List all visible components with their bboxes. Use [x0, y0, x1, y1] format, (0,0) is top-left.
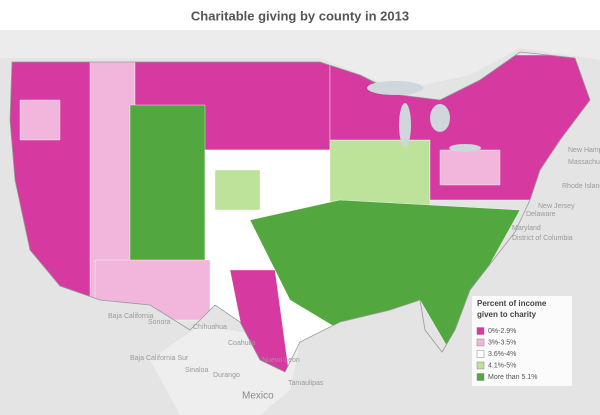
legend-title: given to charity	[477, 310, 537, 319]
legend-swatch	[476, 338, 485, 347]
legend: Percent of income given to charity 0%-2.9%…	[472, 296, 572, 386]
county-region	[129, 104, 206, 263]
place-label: New Jersey	[538, 203, 575, 210]
legend-swatch	[476, 327, 485, 335]
place-label: Tamaulipas	[288, 380, 324, 387]
legend-label: 3.6%-4%	[488, 351, 516, 358]
place-label: Delaware	[526, 211, 556, 218]
map-title: Charitable giving by county in 2013	[191, 8, 409, 23]
place-label: Nuevo Leon	[262, 357, 300, 364]
lake	[399, 103, 411, 147]
place-label: Sinaloa	[185, 367, 208, 374]
place-label: Massachu	[568, 159, 600, 166]
place-label: Coahuila	[228, 340, 256, 347]
canada	[0, 30, 600, 90]
place-label: Chihuahua	[193, 324, 227, 331]
legend-label: More than 5.1%	[488, 374, 537, 381]
place-label: New Hamp	[568, 147, 600, 154]
choropleth	[10, 54, 590, 372]
county-region	[214, 169, 261, 211]
legend-label: 4.1%-5%	[488, 362, 516, 369]
legend-box	[472, 296, 572, 386]
legend-swatch	[476, 361, 485, 370]
place-label: Durango	[213, 372, 240, 379]
legend-swatch	[476, 350, 485, 358]
place-label: Sonora	[148, 319, 171, 326]
lake	[430, 104, 450, 132]
place-label: Baja California Sur	[130, 355, 189, 362]
place-label: Rhode Island	[562, 183, 600, 190]
place-label: District of Columbia	[512, 235, 573, 242]
legend-title: Percent of income	[477, 299, 547, 308]
legend-label: 3%-3.5%	[488, 339, 516, 346]
place-label: Maryland	[512, 225, 541, 232]
us-outline	[9, 51, 591, 373]
legend-swatch	[476, 373, 485, 381]
place-labels: New Hamp Massachu Rhode Island New JerseyDe…	[108, 147, 600, 402]
lake	[367, 81, 423, 95]
lake	[449, 144, 481, 152]
county-region	[19, 99, 61, 141]
place-label: Mexico	[242, 391, 274, 402]
legend-label: 0%-2.9%	[488, 328, 516, 335]
county-region	[439, 149, 501, 186]
place-label: Baja California	[108, 313, 154, 320]
